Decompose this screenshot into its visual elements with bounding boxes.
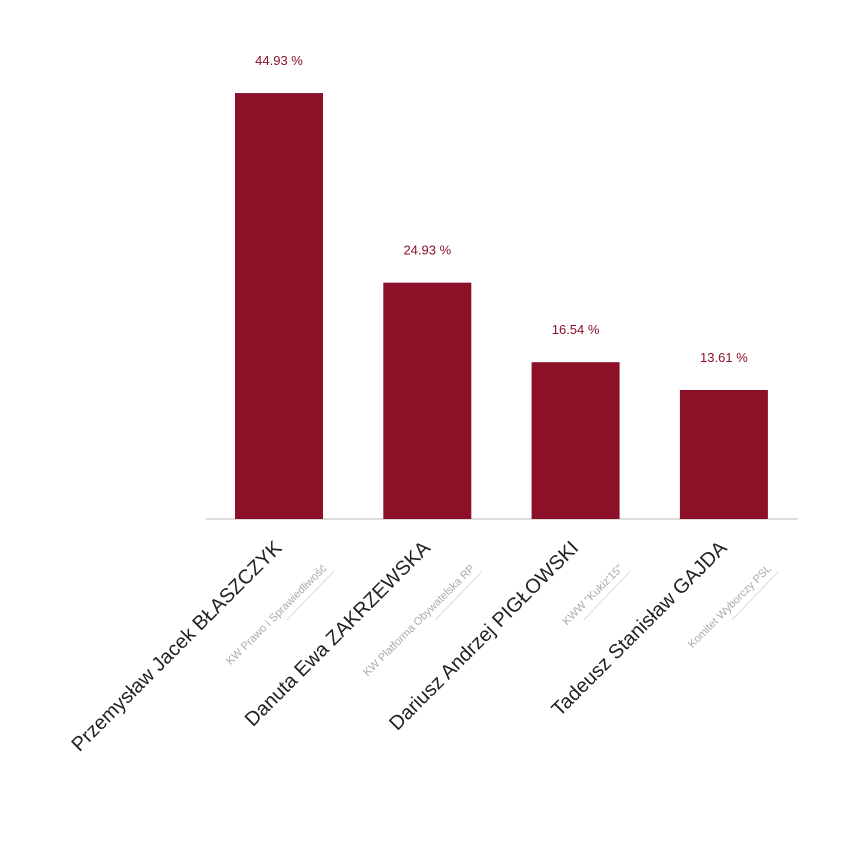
separator bbox=[434, 570, 483, 621]
bar bbox=[679, 389, 768, 519]
value-label: 44.93 % bbox=[255, 53, 303, 68]
separator bbox=[731, 570, 780, 621]
separator bbox=[583, 570, 631, 621]
separator bbox=[286, 570, 335, 621]
value-label: 24.93 % bbox=[403, 243, 451, 258]
committee-name: KWW "Kukiz'15" bbox=[561, 563, 626, 628]
value-label: 16.54 % bbox=[552, 322, 600, 337]
bar bbox=[531, 362, 620, 519]
value-label: 13.61 % bbox=[700, 350, 748, 365]
bar bbox=[235, 93, 323, 519]
bar bbox=[383, 282, 472, 519]
